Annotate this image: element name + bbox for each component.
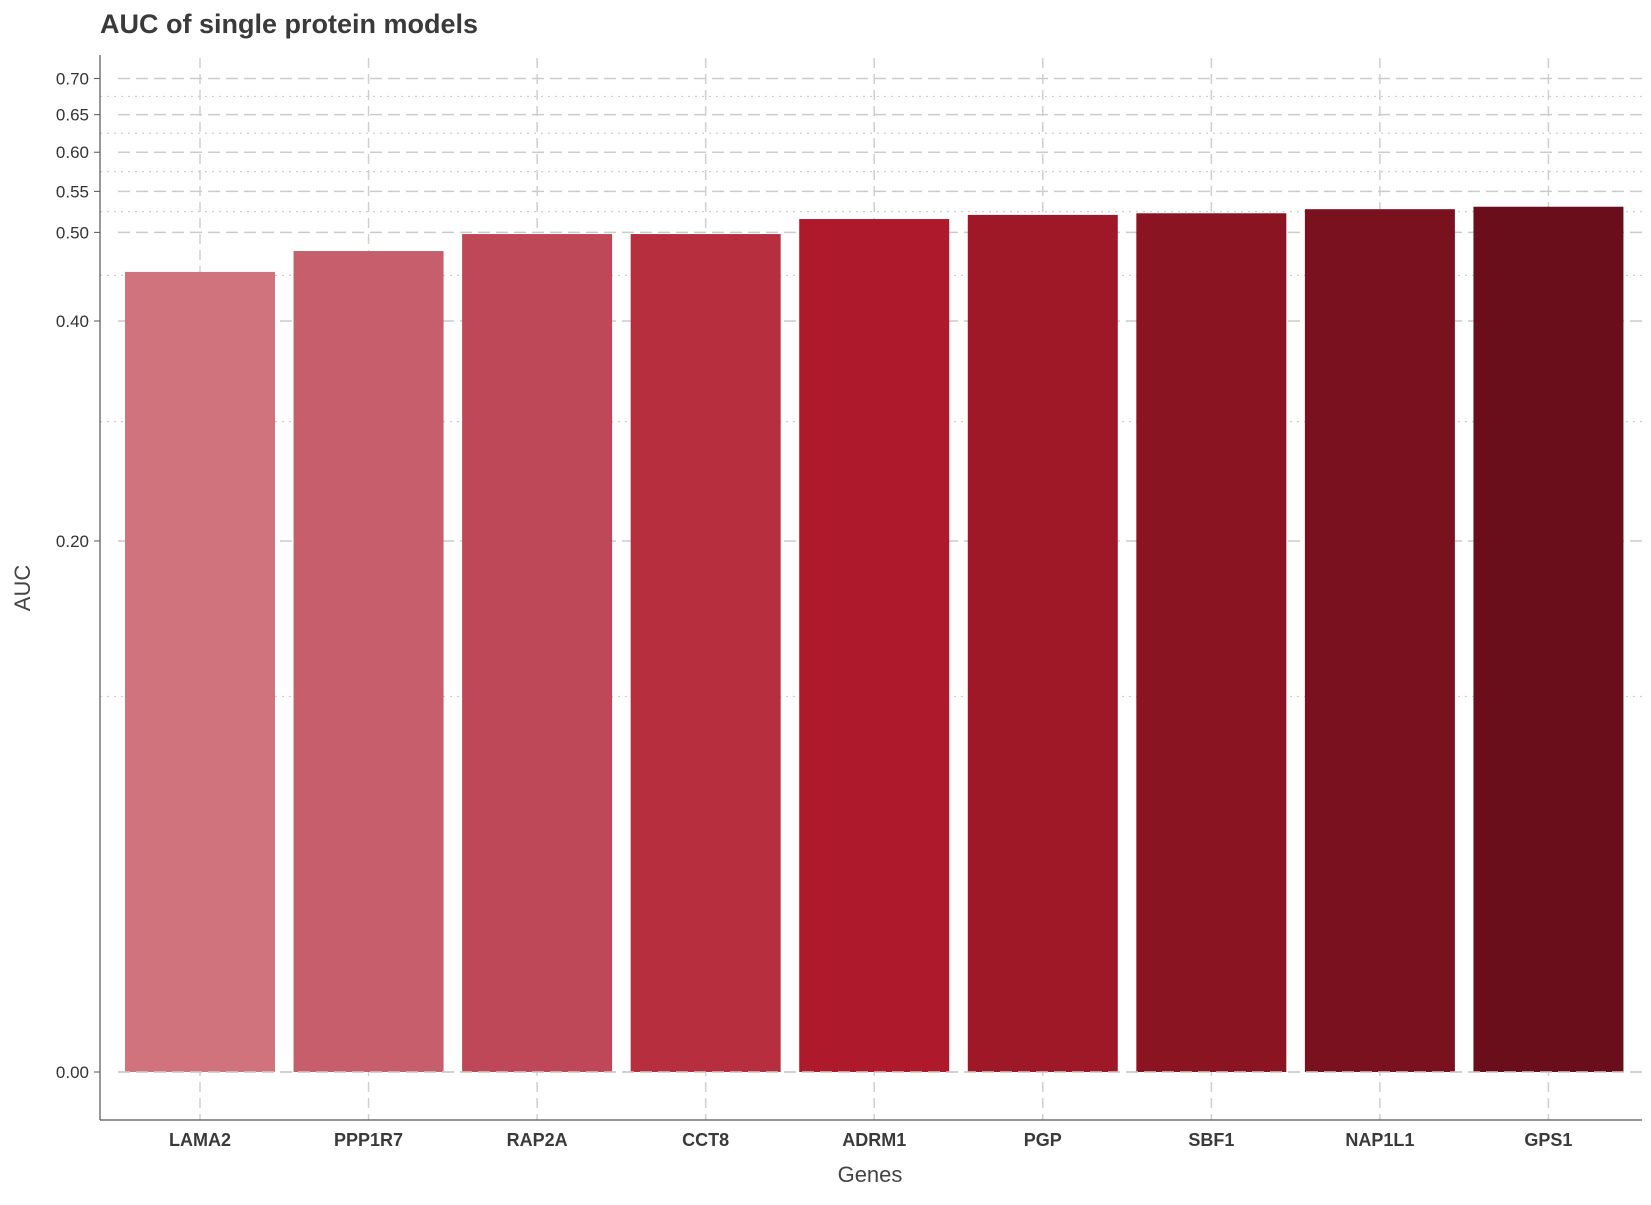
y-tick-label: 0.20 <box>56 532 89 551</box>
x-axis-title: Genes <box>838 1162 903 1187</box>
x-tick-label: GPS1 <box>1524 1130 1572 1150</box>
x-tick-label: CCT8 <box>682 1130 729 1150</box>
bars <box>118 206 1642 1073</box>
x-tick-labels: LAMA2 PPP1R7 RAP2A CCT8 ADRM1 PGP SBF1 NAP1L1 GP… <box>169 1130 1572 1150</box>
x-tick-label: PPP1R7 <box>334 1130 403 1150</box>
x-tick-label: SBF1 <box>1188 1130 1234 1150</box>
bar <box>125 271 275 1072</box>
y-axis-title: AUC <box>10 565 35 612</box>
bar <box>1304 209 1455 1072</box>
bar <box>799 219 950 1072</box>
x-tick-label: ADRM1 <box>842 1130 906 1150</box>
y-tick-label: 0.50 <box>56 223 89 242</box>
x-tick-label: PGP <box>1024 1130 1062 1150</box>
bar <box>1473 206 1624 1072</box>
y-tick-label: 0.70 <box>56 70 89 89</box>
x-tick-label: RAP2A <box>507 1130 568 1150</box>
bar <box>293 251 444 1072</box>
bar <box>462 234 613 1072</box>
chart-title: AUC of single protein models <box>100 9 478 39</box>
y-tick-label: 0.65 <box>56 106 89 125</box>
y-tick-label: 0.40 <box>56 312 89 331</box>
bar <box>630 234 781 1072</box>
y-tick-labels: 0.00 0.20 0.40 0.50 0.55 0.60 0.65 0.70 <box>56 70 100 1082</box>
y-tick-label: 0.60 <box>56 143 89 162</box>
y-tick-label: 0.55 <box>56 182 89 201</box>
bar <box>1136 213 1287 1073</box>
x-tick-label: LAMA2 <box>169 1130 231 1150</box>
x-tick-label: NAP1L1 <box>1345 1130 1414 1150</box>
y-tick-label: 0.00 <box>56 1063 89 1082</box>
bar <box>967 214 1118 1073</box>
